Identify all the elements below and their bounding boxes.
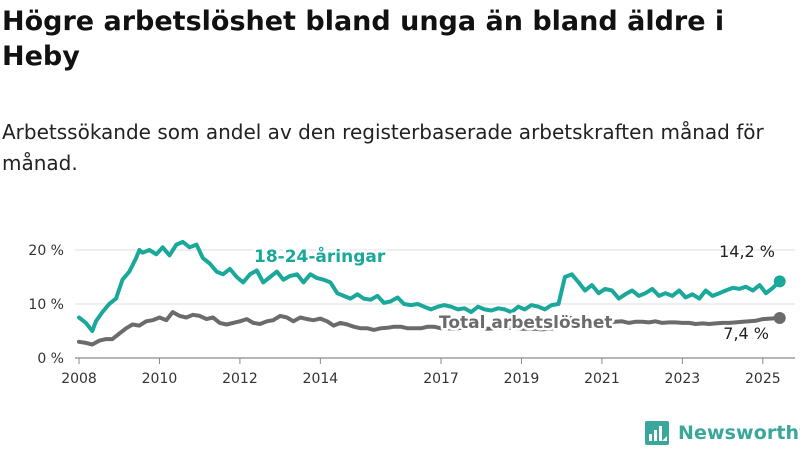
series-layer: [77, 239, 786, 347]
series-line-total: [77, 310, 782, 347]
x-axis: 2008 2010 2012 2014 2017 2019 2021 2023 2025: [61, 358, 781, 387]
x-tick-label: 2021: [584, 371, 620, 387]
series-label-youth: 18-24-åringar: [254, 245, 386, 267]
x-tick-label: 2017: [423, 371, 459, 387]
x-tick-label: 2010: [142, 371, 178, 387]
x-tick-label: 2008: [61, 371, 97, 387]
end-value-label-youth: 14,2 %: [719, 242, 775, 261]
x-tick-label: 2023: [665, 371, 701, 387]
brand-name: Newsworthy: [678, 422, 800, 444]
x-tick-label: 2014: [303, 371, 339, 387]
y-tick-label: 0 %: [37, 351, 64, 367]
x-tick-label: 2012: [222, 371, 258, 387]
end-value-label-total: 7,4 %: [723, 324, 769, 343]
y-tick-label: 10 %: [28, 297, 64, 313]
page-title: Högre arbetslöshet bland unga än bland ä…: [2, 6, 725, 72]
brand[interactable]: Newsworthy: [645, 418, 800, 448]
endpoint-dot-youth: [773, 275, 786, 288]
y-axis: 0 % 10 % 20 %: [28, 243, 64, 367]
x-tick-label: 2019: [504, 371, 540, 387]
y-tick-label: 20 %: [28, 243, 64, 259]
series-line-youth: [77, 239, 782, 333]
grid-lines: [75, 249, 795, 359]
bar-chart-logo-icon: [645, 421, 669, 445]
series-label-total: Total arbetslöshet: [439, 313, 613, 333]
series-label-total-halo: Total arbetslöshet: [439, 313, 613, 333]
chart-subtitle: Arbetssökande som andel av den registerb…: [2, 120, 764, 175]
series-label-youth-halo: 18-24-åringar: [254, 245, 386, 267]
x-tick-label: 2025: [745, 371, 781, 387]
endpoint-dot-total: [773, 312, 786, 325]
